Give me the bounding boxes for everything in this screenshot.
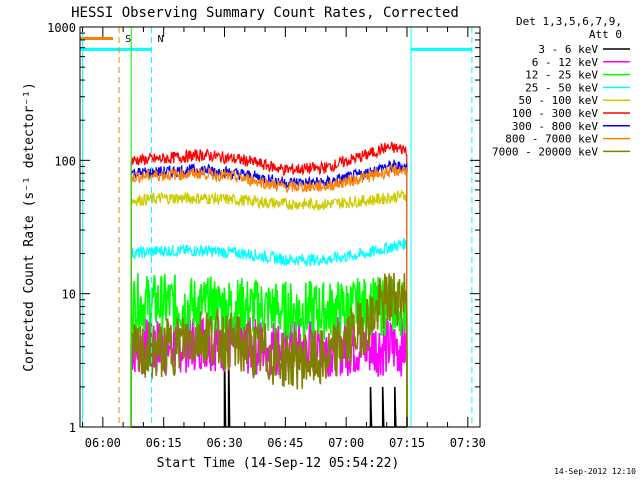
legend-header: Det 1,3,5,6,7,9, [516, 15, 622, 28]
series-line-50-100-kev [130, 188, 408, 428]
series-line-300-800-kev [130, 159, 408, 428]
legend-entry-label: 7000 - 20000 keV [492, 145, 598, 158]
legend-entry-label: 50 - 100 keV [519, 94, 599, 107]
x-axis: 06:00 06:15 06:30 06:45 07:00 07:15 07:30 [82, 27, 486, 450]
marker-label-s: S [125, 34, 131, 45]
plot-frame [79, 26, 481, 428]
y-axis: 1 10 100 1000 [47, 21, 480, 435]
y-tick-label: 10 [62, 288, 76, 302]
marker-label-n: N [158, 34, 164, 45]
legend-entry-label: 100 - 300 keV [512, 107, 598, 120]
x-tick-label: 07:00 [328, 436, 364, 450]
legend-header: Att 0 [589, 28, 622, 41]
y-axis-label: Corrected Count Rate (s⁻¹ detector⁻¹) [22, 82, 37, 372]
x-tick-label: 06:30 [206, 436, 242, 450]
legend-entry-label: 6 - 12 keV [532, 56, 599, 69]
legend-entry-label: 12 - 25 keV [525, 69, 598, 82]
x-tick-label: 07:15 [389, 436, 425, 450]
footer-timestamp: 14-Sep-2012 12:10 [554, 467, 636, 476]
series-line-25-50-kev [130, 237, 408, 428]
x-tick-label: 07:30 [450, 436, 486, 450]
series-line-7000-20000-kev [130, 272, 408, 428]
x-tick-label: 06:00 [85, 436, 121, 450]
series-line-800-7000-kev [130, 163, 408, 428]
legend-entry-label: 3 - 6 keV [538, 43, 598, 56]
series-layer [130, 141, 408, 428]
series-line-100-300-kev [130, 141, 408, 428]
chart-title: HESSI Observing Summary Count Rates, Cor… [71, 5, 459, 21]
y-tick-label: 1000 [47, 21, 76, 35]
x-tick-label: 06:15 [146, 436, 182, 450]
y-tick-label: 1 [69, 421, 76, 435]
legend-entry-label: 300 - 800 keV [512, 120, 598, 133]
x-axis-label: Start Time (14-Sep-12 05:54:22) [157, 456, 400, 471]
legend-entry-label: 800 - 7000 keV [505, 133, 598, 146]
legend-entry-label: 25 - 50 keV [525, 81, 598, 94]
x-tick-label: 06:45 [267, 436, 303, 450]
y-tick-label: 100 [54, 154, 76, 168]
